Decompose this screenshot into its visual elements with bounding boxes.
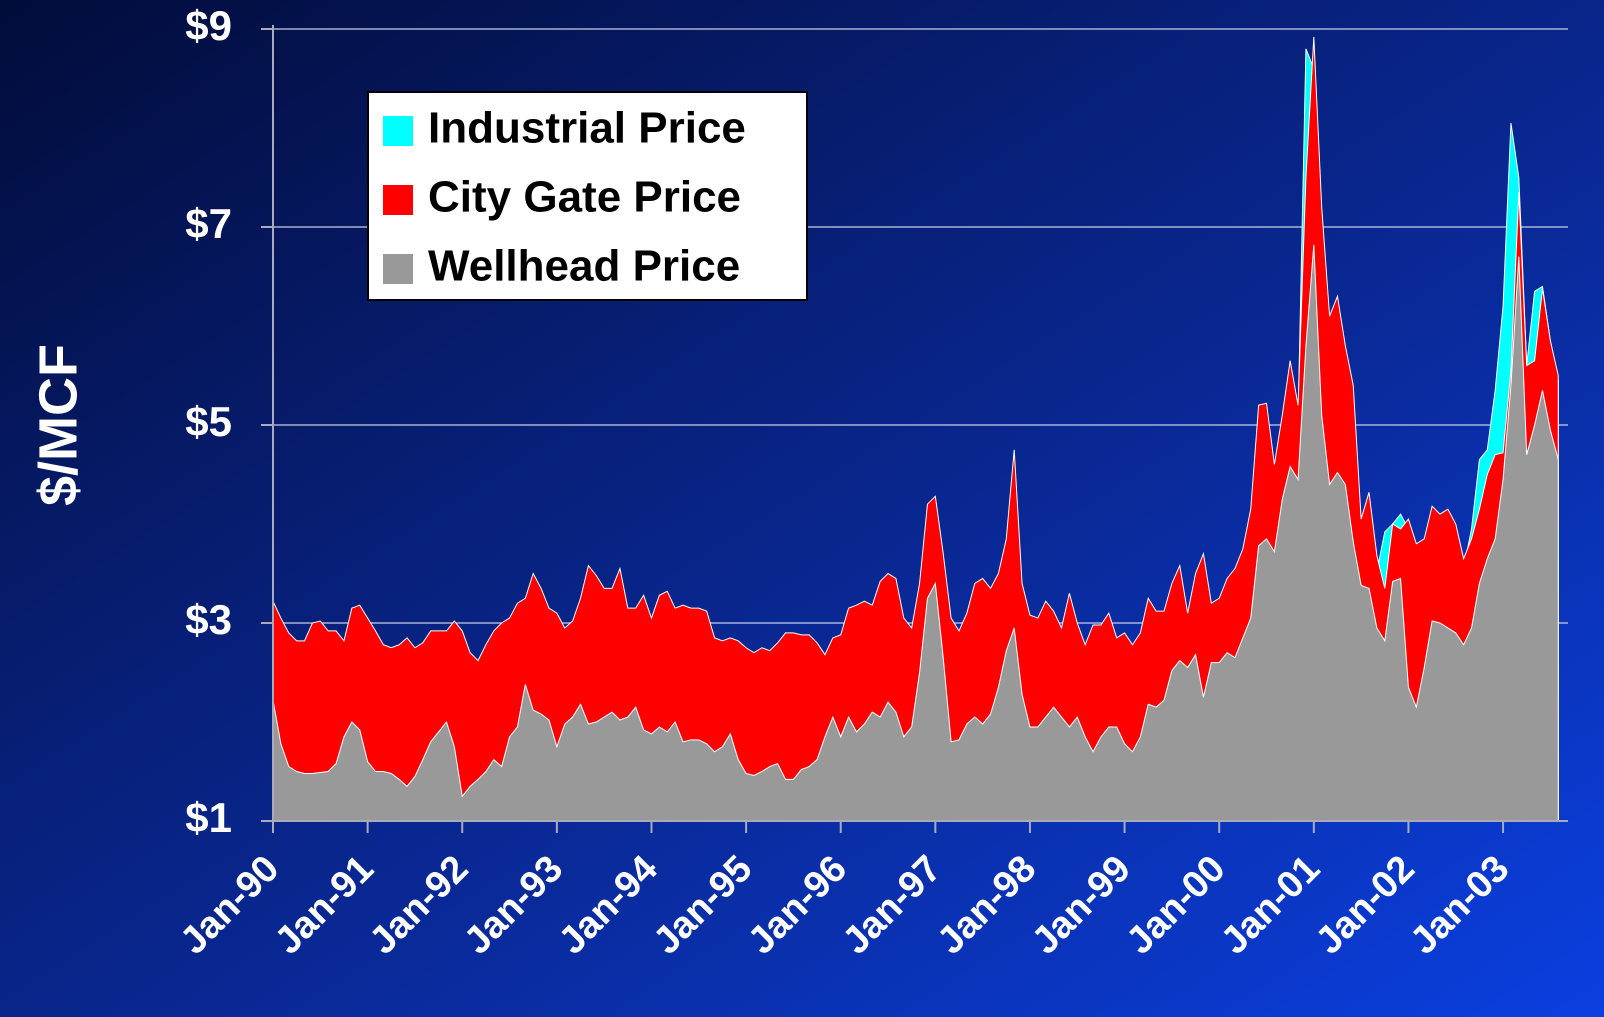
y-tick-label: $1 — [185, 794, 232, 841]
legend-label: City Gate Price — [428, 173, 741, 222]
y-tick-label: $5 — [185, 398, 232, 445]
area — [273, 36, 1559, 822]
y-tick-label: $9 — [185, 2, 232, 49]
legend-label: Industrial Price — [428, 104, 746, 153]
y-tick-label: $7 — [185, 200, 232, 247]
y-tick-label: $3 — [185, 596, 232, 643]
legend: Industrial Price City Gate Price Wellhead … — [367, 91, 808, 301]
legend-swatch — [383, 185, 413, 215]
legend-box — [367, 91, 808, 301]
y-axis-label: $/MCF — [28, 344, 88, 506]
legend-swatch — [383, 254, 413, 284]
plot-area — [273, 36, 1559, 822]
area — [273, 244, 1559, 822]
legend-label: Wellhead Price — [428, 242, 740, 291]
legend-swatch — [383, 116, 413, 146]
